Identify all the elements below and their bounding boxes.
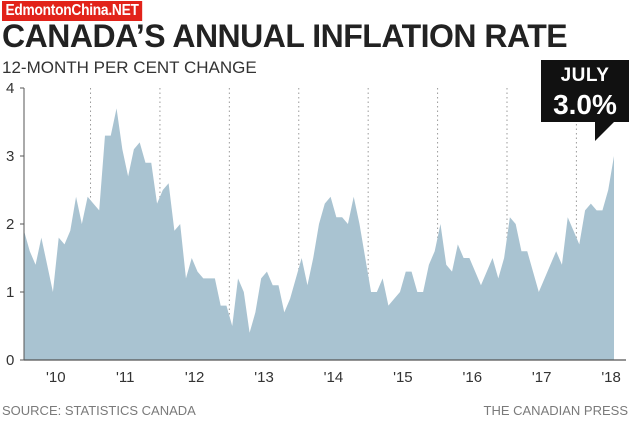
latest-value-callout: JULY 3.0% (541, 60, 629, 122)
x-tick-label: '12 (185, 369, 205, 386)
x-tick-label: '16 (463, 369, 483, 386)
y-tick-labels: 0 1 2 3 4 (6, 80, 14, 369)
chart-title: CANADA’S ANNUAL INFLATION RATE (2, 18, 568, 54)
callout-pointer (595, 121, 615, 141)
y-tick-label: 2 (6, 216, 14, 233)
x-tick-label: '13 (254, 369, 274, 386)
y-tick-label: 4 (6, 80, 14, 97)
x-tick-label: '14 (324, 369, 344, 386)
publisher-credit: THE CANADIAN PRESS (483, 403, 628, 418)
source-credit: SOURCE: STATISTICS CANADA (2, 403, 196, 418)
x-tick-label: '11 (116, 369, 134, 386)
callout-month: JULY (560, 65, 610, 86)
axis-layer (20, 87, 626, 361)
y-tick-label: 3 (6, 148, 14, 165)
x-tick-label: '15 (393, 369, 413, 386)
watermark-logo: EdmontonChina.NET (2, 1, 143, 21)
y-tick-label: 1 (6, 284, 14, 301)
callout-value: 3.0% (553, 89, 617, 120)
area-layer (24, 108, 614, 361)
chart-subtitle: 12-MONTH PER CENT CHANGE (2, 58, 257, 77)
y-tick-label: 0 (6, 352, 14, 369)
x-tick-labels: '10 '11 '12 '13 '14 '15 '16 '17 '18 (46, 369, 621, 386)
x-tick-label: '17 (532, 369, 552, 386)
x-tick-label: '18 (601, 369, 621, 386)
x-tick-label: '10 (46, 369, 66, 386)
inflation-area (24, 108, 614, 361)
